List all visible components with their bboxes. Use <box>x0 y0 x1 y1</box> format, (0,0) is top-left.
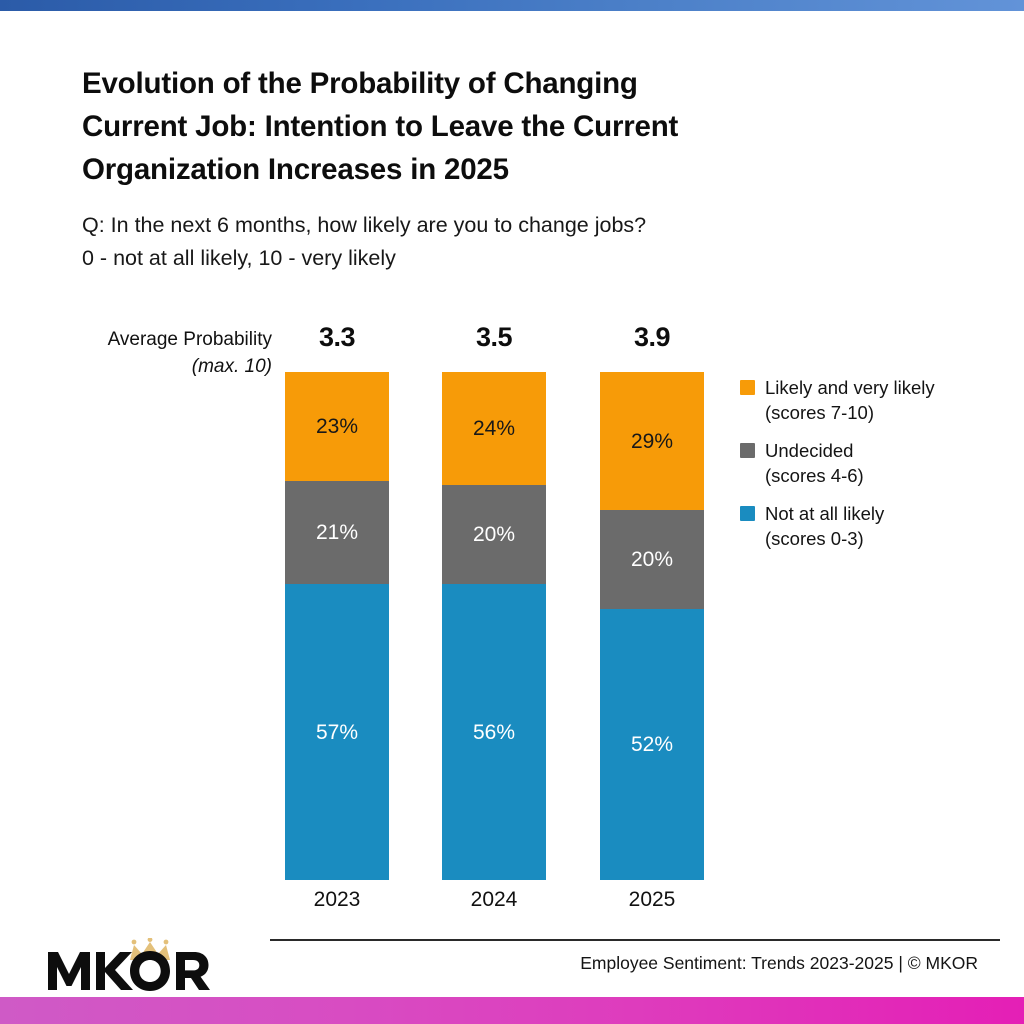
legend-label-not-likely: Not at all likely (scores 0-3) <box>765 502 884 551</box>
average-probability-values: 3.3 3.5 3.9 <box>0 322 1024 356</box>
footer-attribution: Employee Sentiment: Trends 2023-2025 | ©… <box>580 953 978 973</box>
bar-2024-label-likely: 24% <box>472 417 516 440</box>
bar-2025-label-not-likely: 52% <box>630 733 674 756</box>
average-probability-label-line-2: (max. 10) <box>191 356 272 377</box>
bar-2023-label-undecided: 21% <box>315 521 359 544</box>
top-accent-bar <box>0 0 1024 11</box>
subtitle-line-1: Q: In the next 6 months, how likely are … <box>82 213 647 237</box>
average-probability-label-line-1: Average Probability <box>107 329 272 350</box>
average-probability-value-2025: 3.9 <box>633 322 671 352</box>
bar-2024[interactable]: 24% 20% 56% <box>442 372 546 880</box>
legend-item-not-likely[interactable]: Not at all likely (scores 0-3) <box>740 502 1010 551</box>
bar-2023-segment-undecided[interactable]: 21% <box>285 481 389 584</box>
bar-2023-label-likely: 23% <box>315 415 359 438</box>
legend-label-undecided: Undecided (scores 4-6) <box>765 439 864 488</box>
x-axis-label-2024: 2024 <box>470 888 518 911</box>
bar-2024-label-undecided: 20% <box>472 523 516 546</box>
page-subtitle: Q: In the next 6 months, how likely are … <box>82 209 962 275</box>
legend-swatch-icon-undecided <box>740 443 755 458</box>
bar-2023-segment-likely[interactable]: 23% <box>285 372 389 481</box>
bar-2025[interactable]: 29% 20% 52% <box>600 372 704 880</box>
title-line-2: Current Job: Intention to Leave the Curr… <box>82 110 679 143</box>
legend-item-undecided[interactable]: Undecided (scores 4-6) <box>740 439 1010 488</box>
bottom-accent-bar <box>0 997 1024 1024</box>
bar-2025-segment-undecided[interactable]: 20% <box>600 510 704 609</box>
bar-2023[interactable]: 23% 21% 57% <box>285 372 389 880</box>
legend-label-undecided-line-1: Undecided <box>765 440 854 461</box>
bar-2024-label-not-likely: 56% <box>472 720 516 744</box>
bar-2023-segment-not-likely[interactable]: 57% <box>285 584 389 880</box>
legend-swatch-icon-not-likely <box>740 506 755 521</box>
chart-legend: Likely and very likely (scores 7-10) Und… <box>740 376 1010 565</box>
legend-item-likely[interactable]: Likely and very likely (scores 7-10) <box>740 376 1010 425</box>
bar-2024-segment-likely[interactable]: 24% <box>442 372 546 485</box>
page-title: Evolution of the Probability of Changing… <box>82 62 942 191</box>
legend-label-likely-line-1: Likely and very likely <box>765 377 935 398</box>
x-axis-label-2023: 2023 <box>313 888 361 911</box>
legend-label-not-likely-line-2: (scores 0-3) <box>765 527 864 549</box>
bar-2024-segment-undecided[interactable]: 20% <box>442 485 546 584</box>
mkor-logo[interactable] <box>46 938 246 994</box>
legend-label-likely-line-2: (scores 7-10) <box>765 401 874 423</box>
x-axis-label-2025: 2025 <box>628 888 676 911</box>
bar-2025-label-likely: 29% <box>630 429 674 453</box>
average-probability-value-2023: 3.3 <box>318 322 356 352</box>
title-line-3: Organization Increases in 2025 <box>82 153 509 186</box>
footer-divider <box>270 939 1000 941</box>
bar-2024-segment-not-likely[interactable]: 56% <box>442 584 546 880</box>
legend-label-not-likely-line-1: Not at all likely <box>765 503 885 524</box>
bar-2025-label-undecided: 20% <box>630 548 674 571</box>
title-line-1: Evolution of the Probability of Changing <box>82 67 638 100</box>
legend-label-undecided-line-2: (scores 4-6) <box>765 464 864 486</box>
average-probability-value-2024: 3.5 <box>475 322 513 352</box>
legend-swatch-icon-likely <box>740 380 755 395</box>
bar-2025-segment-not-likely[interactable]: 52% <box>600 609 704 880</box>
bar-2023-label-not-likely: 57% <box>315 720 359 744</box>
average-probability-label: Average Probability (max. 10) <box>0 326 272 380</box>
legend-label-likely: Likely and very likely (scores 7-10) <box>765 376 935 425</box>
bar-2025-segment-likely[interactable]: 29% <box>600 372 704 510</box>
subtitle-line-2: 0 - not at all likely, 10 - very likely <box>82 246 396 270</box>
